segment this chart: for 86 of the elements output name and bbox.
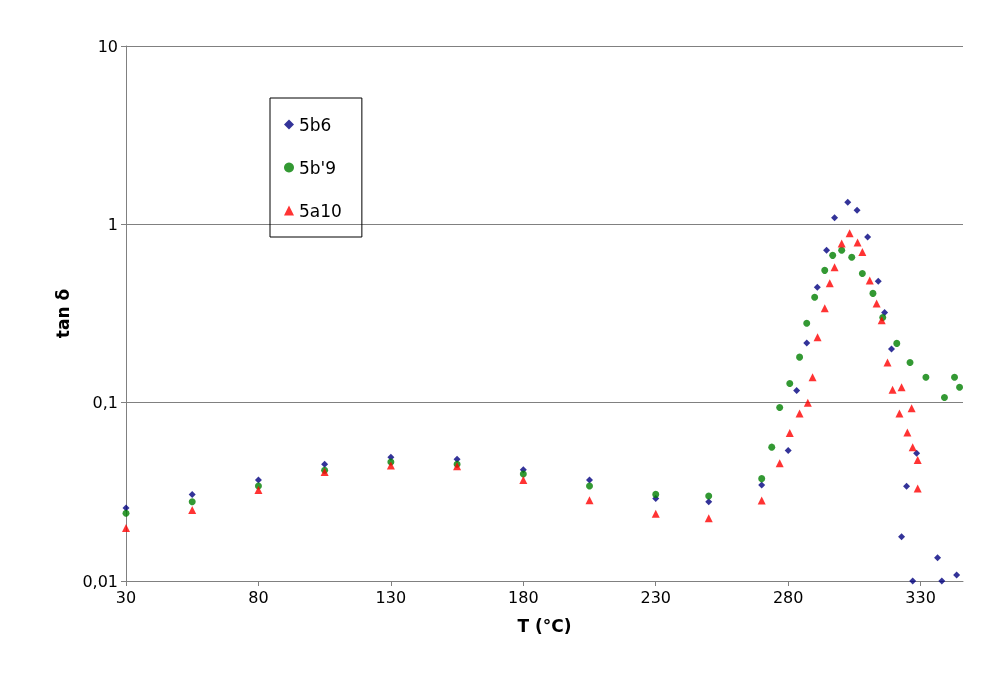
point [909,577,917,585]
point [953,571,961,579]
point [188,506,197,515]
point [813,283,821,291]
point [768,443,776,451]
point [811,293,819,301]
point [188,498,196,506]
point [758,481,766,489]
point [758,475,766,483]
legend-label: 5a10 [299,200,342,221]
point [844,198,852,206]
x-tick-label: 130 [375,587,407,607]
point [853,238,862,247]
legend-label: 5b'9 [299,157,337,178]
y-tick-label: 10 [97,36,118,56]
point [922,373,930,381]
point [652,490,660,498]
point [803,339,811,347]
point [881,309,889,317]
point [848,253,856,261]
point [122,524,130,533]
point [883,358,892,367]
point [956,383,964,391]
point [940,393,948,401]
x-tick-label: 330 [905,587,936,607]
point [808,373,817,382]
point [321,460,329,468]
point [793,387,801,395]
point [829,251,837,259]
y-tick-label: 1 [107,214,118,234]
point [254,485,263,494]
point [903,482,911,490]
point [796,353,804,361]
x-tick-label: 280 [772,587,804,607]
point [864,233,872,241]
point [784,446,792,454]
point [519,475,528,484]
point [519,470,527,478]
point [888,385,897,394]
point [853,206,861,214]
y-axis-title: tan δ [52,288,73,339]
point [858,247,867,256]
point [887,345,895,353]
y-tick-label: 0,1 [92,393,118,413]
point [837,239,846,248]
point [188,490,196,498]
x-tick-label: 80 [248,587,269,607]
point [586,476,594,484]
point [898,533,906,541]
point [934,554,942,562]
point [906,358,914,366]
point [893,339,901,347]
point [705,492,713,500]
x-tick-label: 30 [115,587,137,607]
point [122,509,130,517]
point [913,449,921,457]
y-tick-label: 0,01 [82,571,118,591]
point [869,289,877,297]
point [913,484,922,493]
point [786,380,794,388]
point [951,373,959,381]
point [823,246,831,254]
point [858,270,866,277]
x-axis-title: T (°C) [517,615,572,636]
point [821,266,829,274]
x-tick-label: 180 [508,587,539,607]
point [938,577,946,585]
point [785,428,794,437]
point [913,456,922,464]
point [776,403,784,411]
point [585,496,594,505]
point [803,398,812,407]
point [830,263,839,272]
point [651,509,660,518]
point [903,428,912,437]
point [831,214,839,222]
point [586,482,594,490]
point [254,476,262,484]
legend-label: 5b6 [299,114,332,135]
point [705,498,713,506]
point [838,246,846,254]
point [897,383,906,392]
point [803,319,811,327]
x-tick-label: 230 [640,587,672,607]
point [813,333,822,342]
point [874,277,882,285]
